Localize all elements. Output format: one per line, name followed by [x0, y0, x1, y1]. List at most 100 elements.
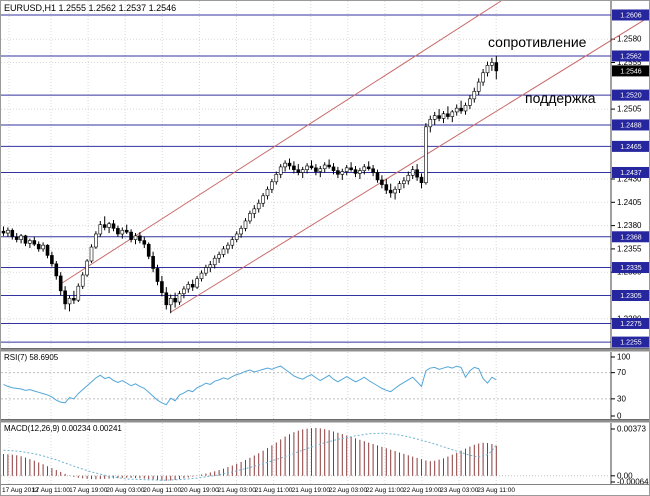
candle-body [111, 223, 116, 229]
candle-body [98, 224, 103, 235]
candle-body [459, 107, 463, 112]
current-price-box-label: 1.2546 [620, 68, 642, 75]
candle-body [177, 293, 182, 303]
candle-body [50, 255, 54, 265]
support-annotation[interactable]: поддержка [525, 90, 596, 106]
candle-body [80, 274, 85, 287]
candle-body [419, 176, 424, 184]
candle-body [32, 240, 37, 245]
level-price-box-label: 1.2255 [620, 340, 642, 347]
candle-body [72, 297, 76, 301]
support-trendline[interactable] [170, 16, 649, 313]
candle-body [155, 268, 160, 282]
rsi-line [3, 365, 497, 406]
candle-body [349, 167, 353, 170]
candle-body [300, 169, 305, 173]
candle-body [252, 208, 257, 214]
candle-body [89, 246, 94, 262]
candle-body [283, 162, 287, 168]
candle-body [199, 272, 204, 280]
main-chart-pane[interactable]: 1.2580 1.2555 1.2505 1.2430 1.2405 1.2380 1.23… [1, 1, 650, 348]
candle-body [358, 170, 362, 174]
candle-body [362, 166, 367, 171]
time-label: 20 Aug 19:00 [180, 487, 219, 494]
candle-body [314, 167, 318, 172]
candle-body [397, 183, 402, 190]
candle-body [344, 167, 349, 172]
rsi-tick-label: 0 [617, 412, 622, 420]
candle-body [384, 184, 389, 191]
rsi-pane[interactable]: 100 70 30 0 [1, 352, 650, 419]
candle-body [305, 165, 309, 170]
candle-body [406, 174, 411, 182]
pane-divider-rsi[interactable] [1, 348, 649, 352]
candle-body [485, 65, 490, 74]
candle-body [217, 254, 221, 259]
candle-body [120, 229, 125, 235]
time-label: 22 Aug 11:00 [365, 487, 404, 494]
candle-body [146, 243, 151, 257]
time-label: 20 Aug 03:00 [106, 487, 145, 494]
macd-histogram [3, 428, 497, 481]
candle-body [274, 174, 279, 183]
candle-body [124, 229, 129, 233]
candle-body [256, 202, 261, 210]
candle-body [36, 243, 41, 250]
candle-body [212, 257, 217, 266]
macd-indicator-label: MACD(12,26,9) 0.00234 0.00241 [4, 424, 122, 433]
candle-body [490, 62, 494, 66]
candle-body [296, 169, 301, 173]
candle-body [318, 168, 323, 172]
candle-body [322, 164, 327, 170]
candle-body [41, 244, 45, 250]
candle-body [67, 297, 72, 305]
symbol-title: EURUSD,H1 1.2555 1.2562 1.2537 1.2546 [4, 3, 177, 13]
candle-body [410, 169, 415, 176]
candle-body [278, 166, 283, 175]
candle-body [173, 297, 177, 303]
candle-body [371, 168, 375, 173]
candle-body [336, 170, 340, 175]
candle-body [428, 119, 433, 128]
candle-body [208, 264, 213, 268]
pane-divider-macd[interactable] [1, 419, 649, 423]
current-price-box [612, 65, 649, 77]
candle-body [151, 256, 155, 269]
candle-body [402, 180, 406, 184]
candle-body [292, 165, 296, 170]
candle-body [226, 244, 230, 250]
candle-body [168, 297, 173, 306]
level-price-box [612, 50, 649, 62]
price-tick-label: 1.2380 [617, 221, 642, 230]
candle-body [85, 260, 89, 276]
candle-body [450, 111, 455, 117]
level-price-box-label: 1.2465 [620, 144, 642, 151]
candle-body [441, 113, 446, 119]
resistance-annotation[interactable]: сопротивление [488, 34, 587, 50]
candle-body [270, 181, 274, 190]
candle-body [1, 230, 6, 234]
macd-pane[interactable]: 0.00373 0.00-0.00064 [1, 423, 650, 484]
price-tick-label: 1.2555 [617, 58, 642, 67]
candles [1, 55, 499, 314]
time-label: 17 Aug 19:00 [69, 487, 108, 494]
candle-body [45, 244, 50, 256]
time-label: 17 Aug 2012 [2, 487, 39, 494]
level-price-box [612, 140, 649, 152]
candle-body [481, 72, 485, 83]
candle-body [437, 115, 441, 119]
candle-body [494, 62, 499, 72]
macd-tick-label: 0.00 [617, 471, 633, 480]
candle-body [19, 235, 23, 240]
candle-body [340, 171, 345, 175]
price-tick-label: 1.2430 [617, 175, 642, 184]
level-price-box [612, 336, 649, 348]
candle-body [204, 267, 208, 274]
candle-body [230, 239, 235, 246]
candle-body [221, 248, 226, 255]
candle-body [309, 165, 314, 169]
price-tick-label: 1.2580 [617, 35, 642, 44]
candle-body [454, 107, 459, 113]
time-label: 23 Aug 11:00 [477, 487, 516, 494]
